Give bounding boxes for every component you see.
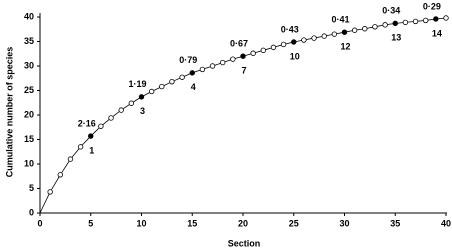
y-tick-label: 20: [24, 109, 34, 119]
open-marker: [351, 27, 358, 33]
y-axis-label: Cumulative number of species: [4, 47, 14, 178]
annotation-rate: 0·41: [331, 15, 349, 25]
open-marker: [77, 144, 84, 150]
annotation-rate: 0·43: [281, 24, 299, 34]
annotation-section: 14: [432, 28, 442, 38]
filled-marker: [291, 39, 297, 45]
open-marker: [362, 26, 368, 32]
open-marker: [311, 35, 317, 41]
y-tick-label: 15: [24, 134, 34, 144]
open-marker: [179, 74, 185, 80]
x-tick-label: 20: [238, 218, 248, 228]
y-tick-label: 25: [24, 85, 34, 95]
open-marker: [47, 189, 53, 195]
open-marker: [331, 31, 338, 37]
y-tick-label: 30: [24, 60, 34, 70]
annotation-rate: 2·16: [78, 118, 96, 128]
y-tick-label: 0: [29, 207, 34, 217]
annotation-section: 3: [140, 106, 145, 116]
x-tick-label: 10: [136, 218, 146, 228]
y-tick-label: 35: [24, 36, 34, 46]
x-axis-label: Section: [228, 238, 261, 248]
open-marker: [250, 50, 256, 56]
open-marker: [321, 33, 327, 39]
annotation-section: 4: [191, 82, 196, 92]
open-marker: [108, 115, 114, 121]
filled-marker: [189, 70, 195, 76]
annotation-rate: 1·19: [128, 79, 146, 89]
filled-marker: [341, 29, 348, 35]
open-marker: [260, 47, 266, 54]
x-tick-label: 25: [289, 218, 299, 228]
open-marker: [382, 22, 388, 28]
open-marker: [230, 56, 236, 62]
open-marker: [128, 100, 135, 106]
x-tick-label: 5: [88, 218, 93, 228]
open-marker: [57, 172, 63, 178]
annotation-rate: 0·79: [179, 55, 197, 65]
x-tick-label: 30: [339, 218, 349, 228]
annotation-rate: 0·67: [230, 39, 248, 49]
open-marker: [301, 37, 307, 43]
filled-marker: [240, 53, 246, 59]
open-marker: [219, 59, 226, 66]
open-marker: [67, 156, 74, 162]
open-marker: [372, 24, 378, 30]
open-marker: [270, 44, 277, 51]
open-marker: [443, 15, 449, 21]
filled-marker: [88, 133, 94, 139]
open-marker: [169, 78, 175, 85]
open-marker: [412, 18, 419, 25]
annotation-section: 7: [241, 66, 246, 76]
open-marker: [98, 123, 104, 129]
open-marker: [280, 41, 287, 48]
open-marker: [118, 107, 124, 113]
x-tick-label: 0: [37, 218, 42, 228]
y-tick-label: 5: [29, 183, 34, 193]
annotation-section: 10: [290, 51, 300, 61]
y-tick-label: 40: [24, 11, 34, 21]
open-marker: [199, 66, 206, 73]
y-tick-label: 10: [24, 158, 34, 168]
open-marker: [423, 17, 429, 24]
annotation-rate: 0·29: [423, 1, 441, 11]
open-marker: [209, 63, 216, 69]
annotation-section: 12: [340, 42, 350, 52]
x-tick-label: 15: [187, 218, 197, 228]
annotation-section: 1: [89, 145, 94, 155]
annotation-rate: 0·34: [382, 6, 400, 16]
x-tick-label: 35: [390, 218, 400, 228]
open-marker: [402, 19, 409, 26]
open-marker: [159, 83, 165, 90]
filled-marker: [138, 94, 145, 100]
filled-marker: [433, 16, 439, 22]
annotation-section: 13: [391, 33, 401, 43]
open-marker: [148, 88, 155, 95]
filled-marker: [392, 20, 398, 27]
x-tick-label: 40: [441, 218, 451, 228]
